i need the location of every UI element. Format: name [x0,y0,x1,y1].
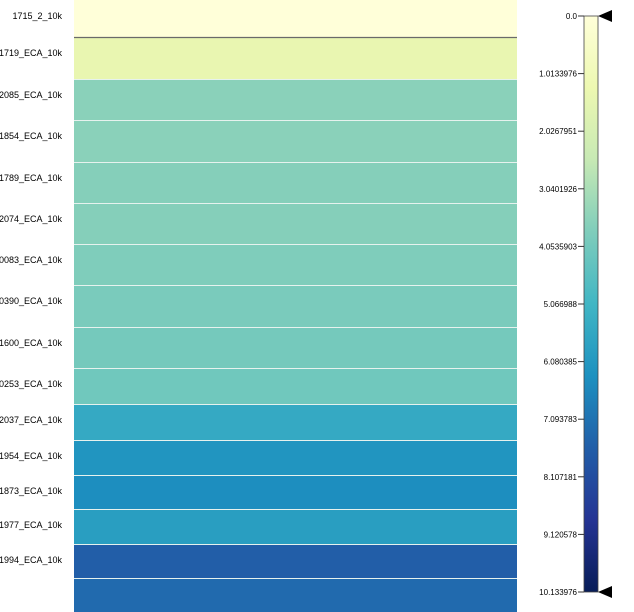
row-label: 1977_ECA_10k [0,520,62,530]
heatmap-cell [74,327,517,368]
heatmap-cell [74,244,517,285]
heatmap-cell [74,79,517,120]
heatmap-cell [74,285,517,327]
row-label: 1994_ECA_10k [0,555,62,565]
colorbar-tick-label: 2.0267951 [539,127,577,136]
row-label: 2085_ECA_10k [0,90,62,100]
row-labels: 1715_2_10k 1719_ECA_10k 2085_ECA_10k 1854_E… [0,11,62,565]
colorbar-tick-label: 4.0535903 [539,242,577,251]
colorbar-tick-label: 1.0133976 [539,70,577,79]
heatmap-cell [74,368,517,404]
heatmap-cell [74,544,517,578]
heatmap-cell [74,475,517,509]
heatmap-cell [74,162,517,203]
colorbar-gradient [583,15,599,593]
heatmap-cell [74,37,517,79]
colorbar-range-handle[interactable] [598,586,612,598]
colorbar-range-handle[interactable] [598,10,612,22]
row-label: 1719_ECA_10k [0,48,62,58]
heatmap-cell [74,120,517,162]
row-label: 1789_ECA_10k [0,173,62,183]
heatmap-cell [74,0,517,37]
row-label: 1873_ECA_10k [0,486,62,496]
heatmap-cell [74,203,517,244]
heatmap-cell [74,440,517,475]
row-label: 0390_ECA_10k [0,296,62,306]
row-label: 0253_ECA_10k [0,379,62,389]
colorbar-tick-label: 0.0 [566,12,578,21]
colorbar-tick-label: 6.080385 [544,358,578,367]
colorbar-tick-label: 9.120578 [544,530,578,539]
heatmap-cell [74,578,517,612]
row-label: 1854_ECA_10k [0,131,62,141]
row-label: 2074_ECA_10k [0,214,62,224]
row-label: 1954_ECA_10k [0,451,62,461]
row-label: 1715_2_10k [12,11,62,21]
colorbar-tick-label: 7.093783 [544,415,578,424]
colorbar-tick-label: 3.0401926 [539,185,577,194]
row-label: 0083_ECA_10k [0,255,62,265]
colorbar-tick-label: 10.133976 [539,588,577,597]
heatmap-cell [74,509,517,544]
heatmap-cells [74,0,517,612]
colorbar: 0.0 1.0133976 2.0267951 3.0401926 4.0535903 5… [539,10,612,598]
colorbar-tick-label: 8.107181 [544,473,578,482]
heatmap-cell [74,404,517,440]
colorbar-tick-label: 5.066988 [544,300,578,309]
row-label: 1600_ECA_10k [0,338,62,348]
row-label: 2037_ECA_10k [0,415,62,425]
